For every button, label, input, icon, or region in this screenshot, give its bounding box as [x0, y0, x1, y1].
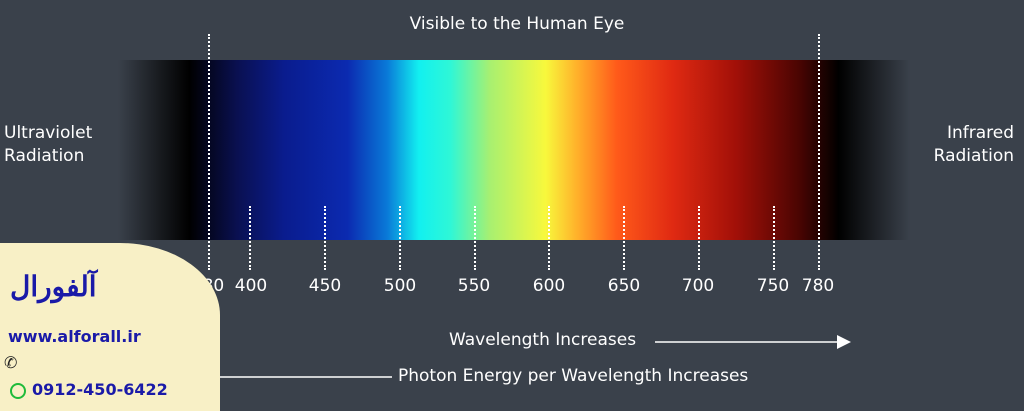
tick-label-650: 650: [607, 276, 641, 296]
photon-energy-label: Photon Energy per Wavelength Increases: [398, 366, 749, 386]
badge-url: www.alforall.ir: [8, 327, 141, 346]
photon-arrow-row: Photon Energy per Wavelength Increases: [398, 366, 748, 386]
tick-label-750: 750: [756, 276, 790, 296]
wavelength-label: Wavelength Increases: [449, 330, 637, 350]
tick-label-450: 450: [308, 276, 342, 296]
tick-line-750: [773, 206, 775, 270]
right-arrow-icon: [655, 335, 851, 349]
badge-title: آلفورال: [10, 270, 97, 303]
tick-line-600: [548, 206, 550, 270]
boundary-line-380: [208, 34, 210, 270]
tick-label-700: 700: [681, 276, 715, 296]
tick-line-650: [623, 206, 625, 270]
wavelength-arrow-row: Wavelength Increases: [449, 330, 636, 350]
tick-line-500: [399, 206, 401, 270]
ultraviolet-label: Ultraviolet Radiation: [4, 123, 93, 166]
boundary-line-780: [818, 34, 820, 270]
tick-label-400: 400: [234, 276, 268, 296]
tick-line-550: [474, 206, 476, 270]
phone-icon: ✆: [4, 353, 18, 372]
tick-line-400: [249, 206, 251, 270]
tick-line-450: [324, 206, 326, 270]
badge-phone: 0912-450-6422: [32, 380, 168, 399]
infrared-label: Infrared Radiation: [933, 123, 1014, 166]
watermark-badge: آلفورال www.alforall.ir ✆ 0912-450-6422: [0, 243, 220, 411]
tick-label-550: 550: [457, 276, 491, 296]
tick-line-700: [698, 206, 700, 270]
whatsapp-icon: [10, 383, 26, 399]
tick-label-500: 500: [383, 276, 417, 296]
spectrum-band: [118, 60, 910, 240]
tick-label-600: 600: [532, 276, 566, 296]
tick-label-780: 780: [801, 276, 835, 296]
diagram-title: Visible to the Human Eye: [409, 14, 625, 34]
